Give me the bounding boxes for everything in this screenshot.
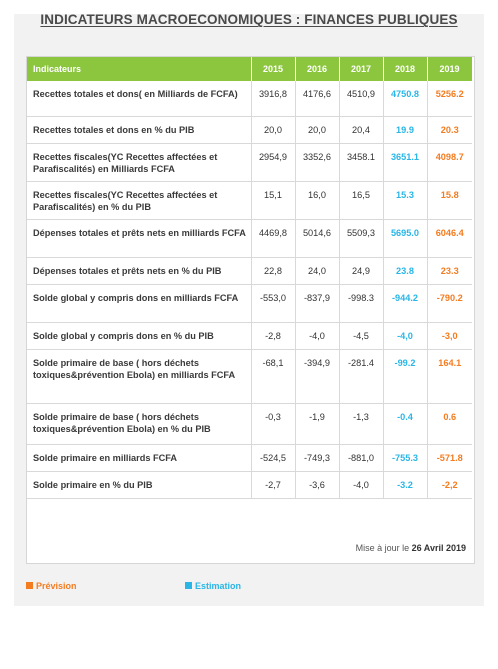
- estimation-value-cell: 23.8: [383, 257, 428, 285]
- value-cell: -749,3: [295, 444, 340, 472]
- value-cell: 24,0: [295, 257, 340, 285]
- value-cell: 5509,3: [339, 219, 384, 258]
- row-label: Recettes fiscales(YC Recettes affectées …: [27, 181, 252, 220]
- estimation-value-cell: -99.2: [383, 349, 428, 404]
- prevision-value-cell: -2,2: [427, 471, 472, 499]
- row-label: Solde primaire de base ( hors déchets to…: [27, 403, 252, 445]
- table-row: Dépenses totales et prêts nets en % du P…: [27, 257, 472, 285]
- value-cell: -4,0: [339, 471, 384, 499]
- estimation-value-cell: -3.2: [383, 471, 428, 499]
- value-cell: -998.3: [339, 284, 384, 323]
- row-label: Recettes totales et dons( en Milliards d…: [27, 81, 252, 117]
- estimation-value-cell: -4,0: [383, 322, 428, 350]
- table-row: Solde primaire de base ( hors déchets to…: [27, 403, 472, 445]
- header-year: 2017: [339, 57, 384, 81]
- table-row: Solde global y compris dons en % du PIB -…: [27, 322, 472, 350]
- value-cell: 3458.1: [339, 143, 384, 182]
- page-title: INDICATEURS MACROECONOMIQUES : FINANCES …: [40, 12, 458, 27]
- header-year: 2018: [383, 57, 428, 81]
- prevision-value-cell: 20.3: [427, 116, 472, 144]
- value-cell: -837,9: [295, 284, 340, 323]
- estimation-value-cell: 15.3: [383, 181, 428, 220]
- value-cell: 4510,9: [339, 81, 384, 117]
- prevision-value-cell: 4098.7: [427, 143, 472, 182]
- value-cell: -881,0: [339, 444, 384, 472]
- value-cell: -2,7: [251, 471, 296, 499]
- value-cell: 3352,6: [295, 143, 340, 182]
- value-cell: -2,8: [251, 322, 296, 350]
- estimation-value-cell: 4750.8: [383, 81, 428, 117]
- value-cell: 20,0: [251, 116, 296, 144]
- row-label: Solde global y compris dons en % du PIB: [27, 322, 252, 350]
- table-row: Recettes fiscales(YC Recettes affectées …: [27, 181, 472, 220]
- value-cell: -281.4: [339, 349, 384, 404]
- row-label: Recettes fiscales(YC Recettes affectées …: [27, 143, 252, 182]
- table-row: Recettes fiscales(YC Recettes affectées …: [27, 143, 472, 182]
- estimation-value-cell: -0.4: [383, 403, 428, 445]
- row-label: Dépenses totales et prêts nets en millia…: [27, 219, 252, 258]
- value-cell: 2954,9: [251, 143, 296, 182]
- estimation-value-cell: 19.9: [383, 116, 428, 144]
- estimation-value-cell: -944.2: [383, 284, 428, 323]
- value-cell: 4469,8: [251, 219, 296, 258]
- value-cell: -0,3: [251, 403, 296, 445]
- prevision-value-cell: -790.2: [427, 284, 472, 323]
- indicators-table: Indicateurs 2015 2016 2017 2018 2019 Recettes…: [27, 57, 473, 499]
- table-row: Recettes totales et dons( en Milliards d…: [27, 81, 472, 117]
- value-cell: 15,1: [251, 181, 296, 220]
- value-cell: -394,9: [295, 349, 340, 404]
- value-cell: 3916,8: [251, 81, 296, 117]
- prevision-value-cell: 164.1: [427, 349, 472, 404]
- update-note: Mise à jour le 26 Avril 2019: [355, 543, 466, 553]
- value-cell: 22,8: [251, 257, 296, 285]
- row-label: Solde primaire de base ( hors déchets to…: [27, 349, 252, 404]
- legend-prevision: Prévision: [26, 581, 77, 591]
- value-cell: -68,1: [251, 349, 296, 404]
- estimation-value-cell: -755.3: [383, 444, 428, 472]
- prevision-value-cell: -571.8: [427, 444, 472, 472]
- value-cell: 20,4: [339, 116, 384, 144]
- indicators-table-container: Indicateurs 2015 2016 2017 2018 2019 Recettes…: [26, 56, 475, 564]
- prevision-value-cell: 23.3: [427, 257, 472, 285]
- legend-estimation: Estimation: [185, 581, 241, 591]
- table-row: Solde global y compris dons en milliards…: [27, 284, 472, 323]
- prevision-value-cell: 6046.4: [427, 219, 472, 258]
- prevision-value-cell: 5256.2: [427, 81, 472, 117]
- value-cell: -524,5: [251, 444, 296, 472]
- value-cell: 16,0: [295, 181, 340, 220]
- value-cell: -1,3: [339, 403, 384, 445]
- value-cell: -1,9: [295, 403, 340, 445]
- header-year: 2016: [295, 57, 340, 81]
- value-cell: 5014,6: [295, 219, 340, 258]
- table-row: Solde primaire en milliards FCFA -524,5 -7…: [27, 444, 472, 472]
- value-cell: -553,0: [251, 284, 296, 323]
- header-year: 2019: [427, 57, 473, 81]
- value-cell: -4,5: [339, 322, 384, 350]
- row-label: Solde global y compris dons en milliards…: [27, 284, 252, 323]
- estimation-value-cell: 3651.1: [383, 143, 428, 182]
- value-cell: 20,0: [295, 116, 340, 144]
- prevision-value-cell: 15.8: [427, 181, 472, 220]
- table-header-row: Indicateurs 2015 2016 2017 2018 2019: [27, 57, 473, 81]
- row-label: Recettes totales et dons en % du PIB: [27, 116, 252, 144]
- estimation-value-cell: 5695.0: [383, 219, 428, 258]
- value-cell: 16,5: [339, 181, 384, 220]
- header-year: 2015: [251, 57, 296, 81]
- table-row: Dépenses totales et prêts nets en millia…: [27, 219, 472, 258]
- prevision-value-cell: -3,0: [427, 322, 472, 350]
- estimation-swatch-icon: [185, 582, 192, 589]
- header-indicateurs: Indicateurs: [27, 57, 252, 81]
- row-label: Dépenses totales et prêts nets en % du P…: [27, 257, 252, 285]
- prevision-swatch-icon: [26, 582, 33, 589]
- row-label: Solde primaire en % du PIB: [27, 471, 252, 499]
- prevision-value-cell: 0.6: [427, 403, 472, 445]
- value-cell: -3,6: [295, 471, 340, 499]
- value-cell: 24,9: [339, 257, 384, 285]
- row-label: Solde primaire en milliards FCFA: [27, 444, 252, 472]
- table-row: Solde primaire en % du PIB -2,7 -3,6 -4,0 -3…: [27, 471, 472, 499]
- table-row: Recettes totales et dons en % du PIB 20,0…: [27, 116, 472, 144]
- value-cell: 4176,6: [295, 81, 340, 117]
- value-cell: -4,0: [295, 322, 340, 350]
- table-row: Solde primaire de base ( hors déchets to…: [27, 349, 472, 404]
